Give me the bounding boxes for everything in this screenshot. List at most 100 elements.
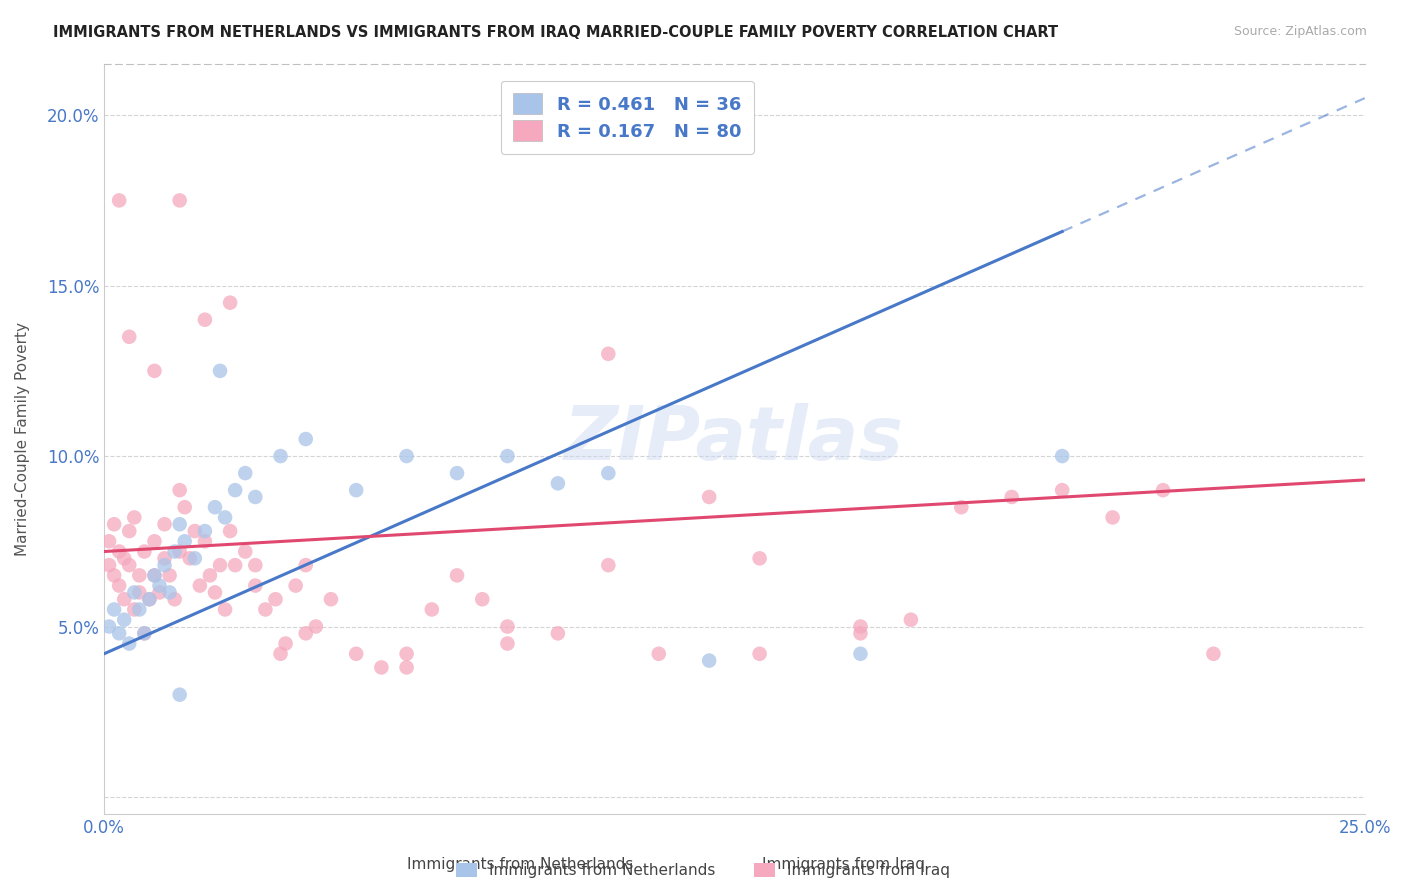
Point [118,330,141,344]
Point [112,613,135,627]
Point [143,568,166,582]
Point [173,500,195,515]
Text: ZIPatlas: ZIPatlas [564,402,904,475]
Point [446,568,468,582]
Point [112,592,135,607]
Point [169,688,191,702]
Point [1050,483,1073,498]
Point [420,602,443,616]
Point [496,636,519,650]
Point [547,476,569,491]
Point [598,347,620,361]
Point [159,585,181,599]
Point [134,544,156,558]
Point [143,568,166,582]
Point [194,524,217,538]
Point [124,585,146,599]
Point [319,592,342,607]
Y-axis label: Married-Couple Family Poverty: Married-Couple Family Poverty [15,322,30,556]
Point [98,558,121,573]
Point [124,510,146,524]
Point [208,558,231,573]
Point [395,647,418,661]
Point [103,517,125,532]
Point [294,432,316,446]
Point [204,585,226,599]
Point [98,619,121,633]
Point [143,364,166,378]
Point [108,626,131,640]
Point [184,551,207,566]
Point [143,534,166,549]
Point [224,483,246,498]
Point [1202,647,1225,661]
Point [344,647,367,661]
Point [496,619,519,633]
Point [294,558,316,573]
Point [153,551,176,566]
Point [108,579,131,593]
Point [950,500,973,515]
Point [118,636,141,650]
Point [849,647,872,661]
Point [697,490,720,504]
Point [395,449,418,463]
Point [264,592,287,607]
Point [284,579,307,593]
Point [214,510,236,524]
Point [194,534,217,549]
Point [471,592,494,607]
Point [208,364,231,378]
Point [748,551,770,566]
Point [496,449,519,463]
Point [849,619,872,633]
Point [103,568,125,582]
Point [270,647,292,661]
Point [274,636,297,650]
Point [134,626,156,640]
Point [169,517,191,532]
Point [204,500,226,515]
Point [153,517,176,532]
Point [124,602,146,616]
Point [103,602,125,616]
Text: Immigrants from Iraq: Immigrants from Iraq [762,857,925,872]
Point [128,585,150,599]
Point [173,534,195,549]
Point [134,626,156,640]
Point [598,466,620,480]
Point [294,626,316,640]
Point [128,602,150,616]
Point [219,295,242,310]
Point [270,449,292,463]
Point [112,551,135,566]
Point [598,558,620,573]
Point [370,660,392,674]
Point [1001,490,1024,504]
Point [153,558,176,573]
Point [138,592,160,607]
Point [224,558,246,573]
Point [219,524,242,538]
Point [138,592,160,607]
Point [900,613,922,627]
Point [245,579,267,593]
Legend: R = 0.461   N = 36, R = 0.167   N = 80: R = 0.461 N = 36, R = 0.167 N = 80 [501,80,754,154]
Legend: Immigrants from Netherlands, Immigrants from Iraq: Immigrants from Netherlands, Immigrants … [450,856,956,884]
Point [648,647,671,661]
Point [748,647,770,661]
Point [245,558,267,573]
Point [254,602,277,616]
Point [184,524,207,538]
Point [179,551,201,566]
Point [128,568,150,582]
Point [1152,483,1174,498]
Point [163,544,186,558]
Point [98,534,121,549]
Point [118,558,141,573]
Point [194,312,217,326]
Point [108,544,131,558]
Point [118,524,141,538]
Point [697,654,720,668]
Point [446,466,468,480]
